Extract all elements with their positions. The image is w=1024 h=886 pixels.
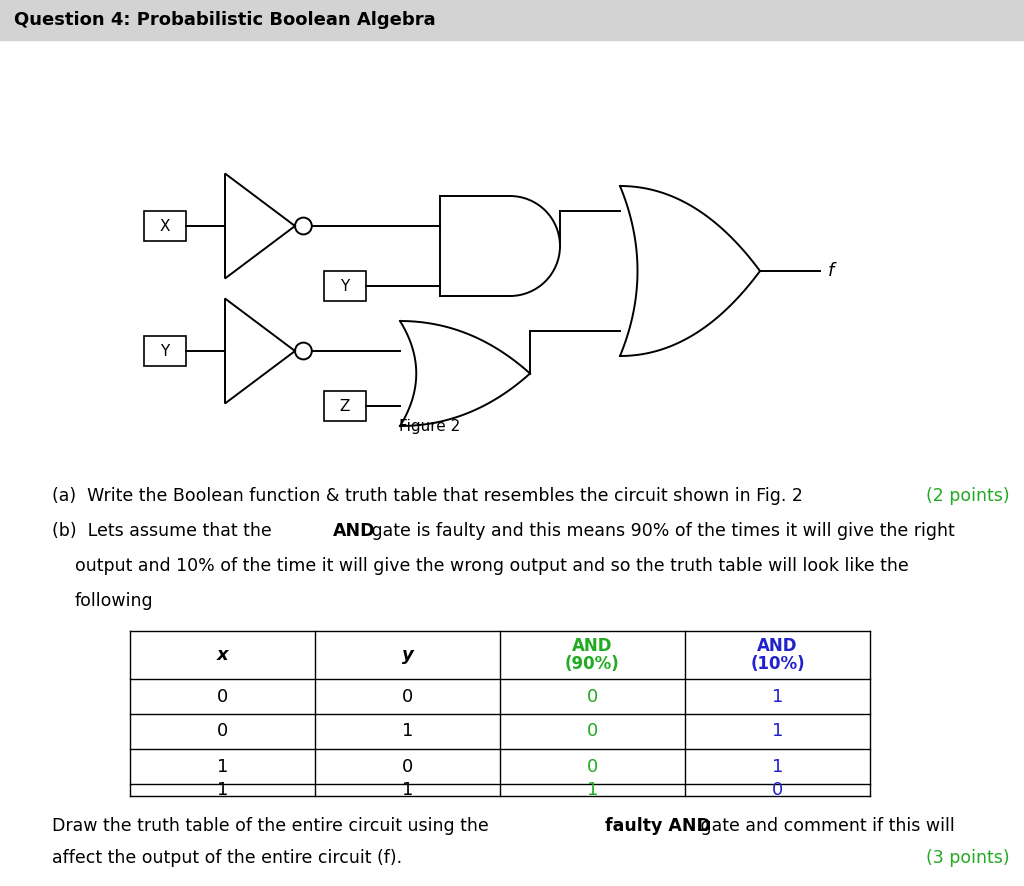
Text: 0: 0	[772, 781, 783, 799]
Text: 1: 1	[401, 722, 414, 741]
Text: AND: AND	[758, 637, 798, 655]
Bar	[0, 0, 1024, 40]
Text: (2 points): (2 points)	[927, 487, 1010, 505]
Text: 0: 0	[217, 722, 228, 741]
Text: Draw the truth table of the entire circuit using the: Draw the truth table of the entire circu…	[52, 817, 495, 835]
Text: 0: 0	[217, 688, 228, 705]
Text: 1: 1	[401, 781, 414, 799]
Text: following: following	[75, 592, 154, 610]
Text: 1: 1	[587, 781, 598, 799]
Text: gate and comment if this will: gate and comment if this will	[695, 817, 954, 835]
Text: y: y	[401, 646, 414, 664]
Text: f: f	[828, 262, 835, 280]
Text: Y: Y	[161, 344, 170, 359]
Text: 0: 0	[587, 688, 598, 705]
Text: 1: 1	[772, 688, 783, 705]
Text: Figure 2: Figure 2	[399, 418, 461, 433]
Text: Question 4: Probabilistic Boolean Algebra: Question 4: Probabilistic Boolean Algebr…	[14, 11, 435, 29]
Text: x: x	[217, 646, 228, 664]
Text: affect the output of the entire circuit (f).: affect the output of the entire circuit …	[52, 849, 402, 867]
Text: (b)  Lets assume that the: (b) Lets assume that the	[52, 522, 278, 540]
Bar	[144, 336, 186, 366]
Text: X: X	[160, 219, 170, 234]
Text: 0: 0	[587, 758, 598, 775]
Text: output and 10% of the time it will give the wrong output and so the truth table : output and 10% of the time it will give …	[75, 557, 908, 575]
Text: AND: AND	[572, 637, 612, 655]
Text: (10%): (10%)	[751, 655, 805, 673]
Bar	[324, 271, 366, 301]
Text: (a)  Write the Boolean function & truth table that resembles the circuit shown i: (a) Write the Boolean function & truth t…	[52, 487, 803, 505]
Text: Z: Z	[340, 399, 350, 414]
Text: 1: 1	[217, 758, 228, 775]
Bar	[324, 391, 366, 421]
Text: AND: AND	[333, 522, 376, 540]
Text: 1: 1	[772, 758, 783, 775]
Text: faulty AND: faulty AND	[605, 817, 711, 835]
Text: 0: 0	[401, 758, 413, 775]
Text: 1: 1	[772, 722, 783, 741]
Text: (3 points): (3 points)	[927, 849, 1010, 867]
Text: 0: 0	[401, 688, 413, 705]
Bar	[144, 211, 186, 241]
Text: 0: 0	[587, 722, 598, 741]
Text: (90%): (90%)	[565, 655, 620, 673]
Text: 1: 1	[217, 781, 228, 799]
Text: gate is faulty and this means 90% of the times it will give the right: gate is faulty and this means 90% of the…	[366, 522, 954, 540]
Text: Y: Y	[340, 278, 349, 293]
